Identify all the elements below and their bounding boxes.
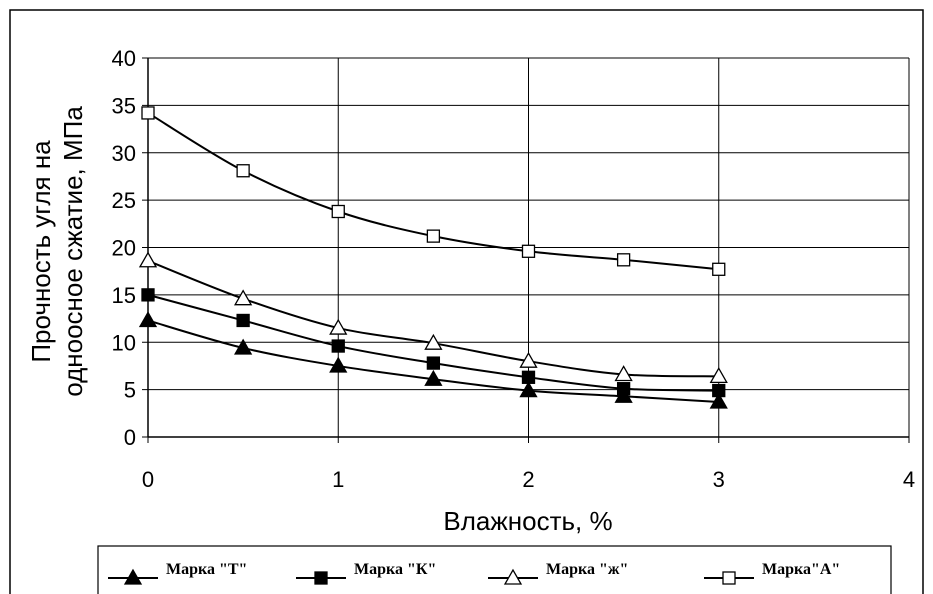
data-point xyxy=(329,356,348,373)
data-point xyxy=(236,164,250,178)
series-4 xyxy=(141,106,726,276)
tick-labels: 0 5 10 15 20 25 30 35 40 0 1 2 3 4 xyxy=(112,46,916,492)
data-point xyxy=(709,367,728,384)
legend-marker xyxy=(722,571,736,585)
data-point xyxy=(616,253,631,267)
legend-label: Марка"А" xyxy=(762,561,840,578)
legend-item: Марка"А" xyxy=(704,561,840,585)
chart-frame xyxy=(9,9,924,594)
data-point xyxy=(424,369,443,386)
axes xyxy=(142,57,910,443)
data-point xyxy=(426,229,441,243)
y-tick-label: 15 xyxy=(112,283,136,308)
y-axis-label-line: Прочность угля на xyxy=(26,140,56,363)
series-3 xyxy=(138,251,728,384)
y-tick-label: 10 xyxy=(112,330,136,355)
data-point xyxy=(616,382,631,396)
y-tick-label: 25 xyxy=(112,188,136,213)
y-tick-label: 40 xyxy=(112,46,136,71)
data-point xyxy=(614,365,633,382)
y-tick-label: 30 xyxy=(112,141,136,166)
x-tick-label: 3 xyxy=(713,467,725,492)
data-point xyxy=(141,288,155,302)
data-point xyxy=(329,318,348,335)
x-tick-label: 1 xyxy=(332,467,344,492)
x-tick-label: 2 xyxy=(522,467,534,492)
legend-box xyxy=(97,545,892,594)
x-axis-label: Влажность, % xyxy=(443,506,612,536)
data-point xyxy=(236,313,250,328)
y-axis-label-line: одноосное сжатие, МПа xyxy=(58,106,88,397)
data-point xyxy=(138,311,158,328)
legend-item: Марка "К" xyxy=(296,561,436,585)
data-point xyxy=(424,333,443,350)
data-point xyxy=(712,383,726,398)
legend-item: Марка "Т" xyxy=(108,561,247,585)
data-point xyxy=(426,356,441,370)
data-point xyxy=(521,370,536,384)
legend: Марка "Т" Марка "К" Марка "ж" Марка"А" xyxy=(97,545,892,594)
data-point xyxy=(141,106,155,120)
x-tick-label: 4 xyxy=(903,467,915,492)
data-point xyxy=(138,251,158,268)
data-point xyxy=(234,289,253,306)
legend-label: Марка "Т" xyxy=(166,561,247,578)
series-group xyxy=(138,106,728,409)
series-2 xyxy=(141,288,726,398)
legend-label: Марка "ж" xyxy=(546,561,628,578)
y-tick-label: 0 xyxy=(124,425,136,450)
data-point xyxy=(712,262,726,276)
legend-marker xyxy=(314,571,328,585)
legend-label: Марка "К" xyxy=(354,561,436,578)
data-point xyxy=(234,338,253,355)
y-tick-label: 5 xyxy=(124,378,136,403)
data-point xyxy=(709,392,728,409)
legend-marker xyxy=(503,568,523,585)
y-tick-label: 35 xyxy=(112,93,136,118)
x-tick-label: 0 xyxy=(142,467,154,492)
data-point xyxy=(521,244,536,258)
y-axis-label: Прочность угля на одноосное сжатие, МПа xyxy=(26,106,88,397)
data-point xyxy=(519,381,538,398)
legend-item: Марка "ж" xyxy=(488,561,628,585)
y-tick-label: 20 xyxy=(112,236,136,261)
data-point xyxy=(331,204,345,219)
data-point xyxy=(331,339,345,353)
legend-marker xyxy=(123,568,143,585)
data-point xyxy=(519,351,538,368)
